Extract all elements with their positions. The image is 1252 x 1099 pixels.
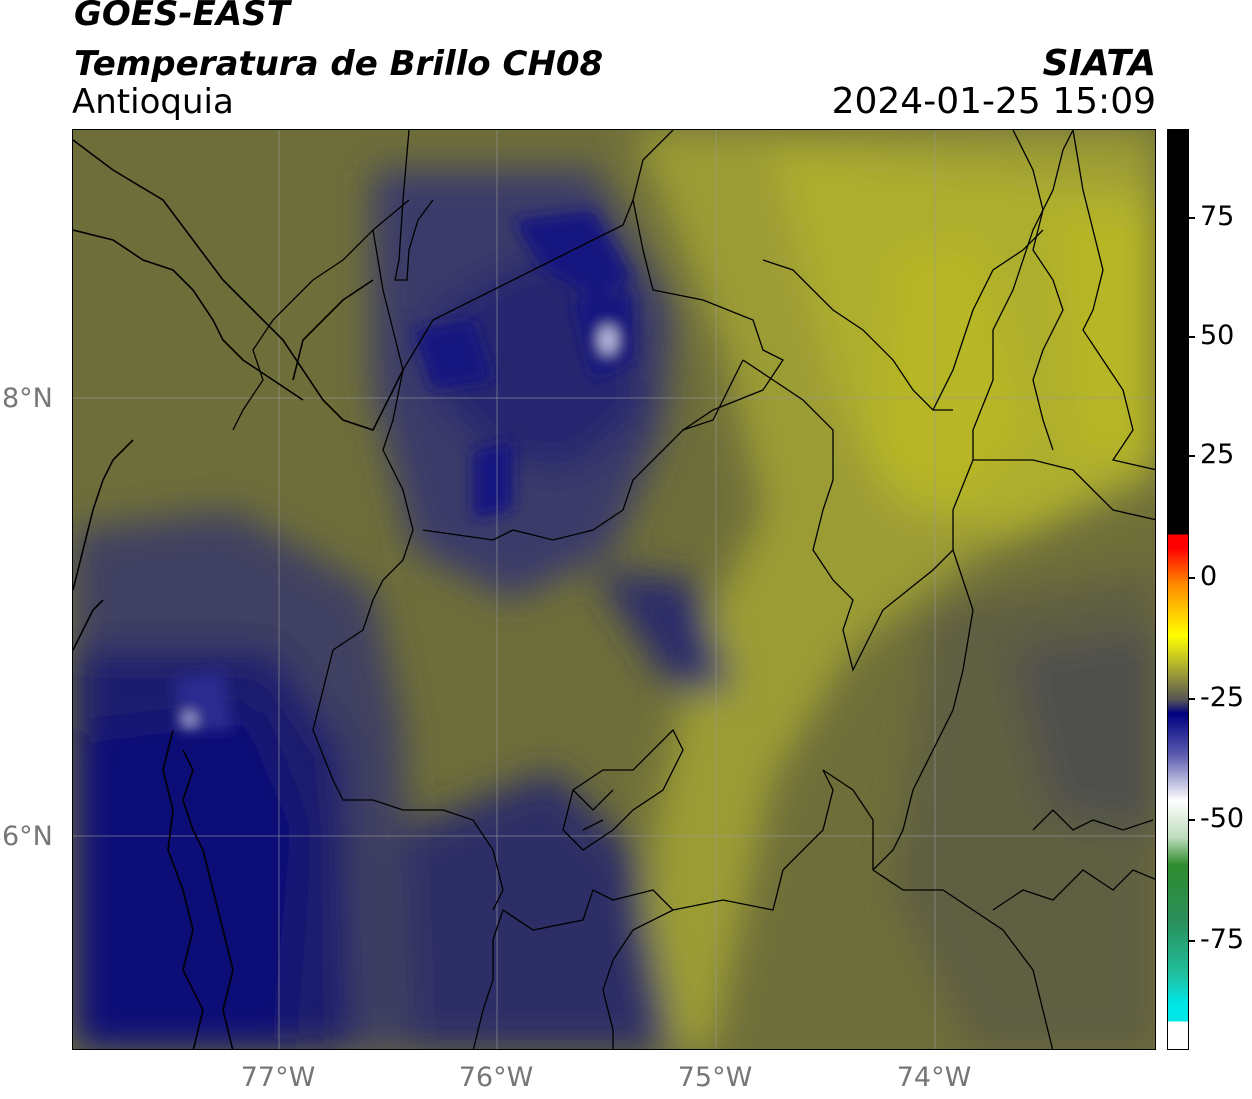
lon-label-75w: 75°W bbox=[677, 1062, 753, 1093]
colorbar-tick bbox=[1188, 217, 1195, 219]
colorbar-tick bbox=[1188, 455, 1195, 457]
colorbar-tick bbox=[1188, 819, 1195, 821]
region-subtitle: Antioquia bbox=[72, 82, 234, 122]
colorbar-label-50: 50 bbox=[1200, 320, 1235, 351]
colorbar-tick bbox=[1188, 940, 1195, 942]
colorbar-label-minus25: -25 bbox=[1200, 682, 1245, 713]
international-border bbox=[1012, 130, 1155, 471]
colorbar-label-25: 25 bbox=[1200, 439, 1235, 470]
colorbar bbox=[1167, 129, 1189, 1050]
colorbar-tick bbox=[1188, 698, 1195, 700]
cold-cloud-cores bbox=[173, 210, 633, 730]
colorbar-tick bbox=[1188, 577, 1195, 579]
colorbar-label-75: 75 bbox=[1200, 201, 1235, 232]
colorbar-label-0: 0 bbox=[1200, 561, 1218, 592]
lon-label-77w: 77°W bbox=[240, 1062, 316, 1093]
coastline bbox=[73, 139, 404, 1049]
lon-label-76w: 76°W bbox=[458, 1062, 534, 1093]
lat-label-8n: 8°N bbox=[2, 383, 53, 414]
grid-lines bbox=[73, 130, 1155, 1049]
satellite-title: GOES-EAST bbox=[74, 0, 290, 34]
department-boundaries bbox=[232, 130, 1155, 1049]
colorbar-label-minus75: -75 bbox=[1200, 924, 1245, 955]
timestamp-label: 2024-01-25 15:09 bbox=[831, 81, 1156, 122]
colorbar-tick bbox=[1188, 336, 1195, 338]
product-title: Temperatura de Brillo CH08 bbox=[74, 44, 604, 84]
organization-label: SIATA bbox=[1042, 43, 1156, 84]
lat-label-6n: 6°N bbox=[2, 821, 53, 852]
colorbar-label-minus50: -50 bbox=[1200, 803, 1245, 834]
brightness-temperature-map bbox=[72, 129, 1156, 1050]
lon-label-74w: 74°W bbox=[896, 1062, 972, 1093]
